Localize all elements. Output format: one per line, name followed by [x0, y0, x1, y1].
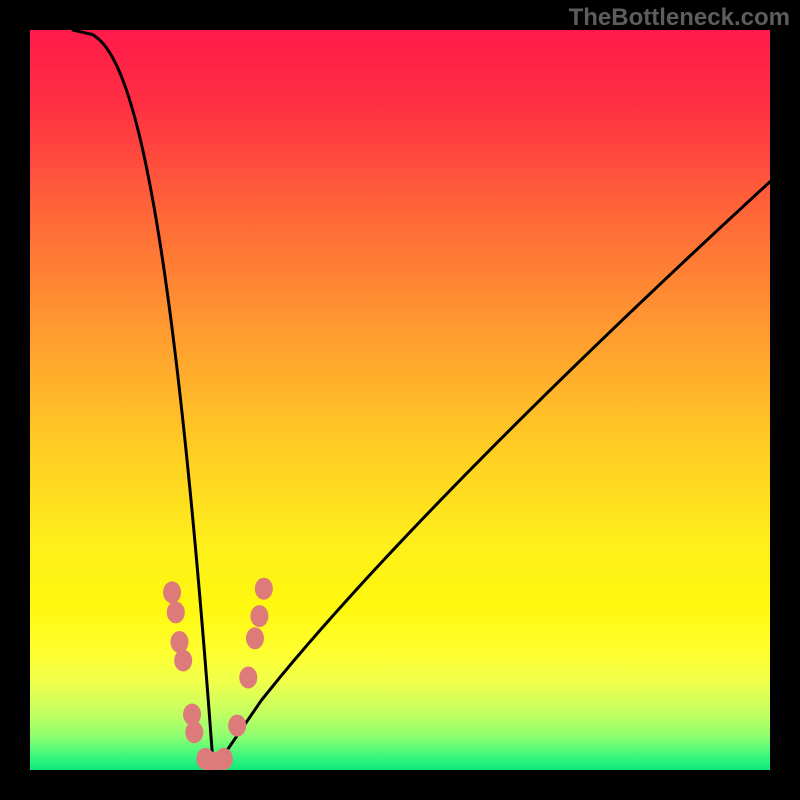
data-marker [228, 715, 246, 737]
data-marker [250, 605, 268, 627]
data-marker [163, 581, 181, 603]
data-marker [239, 667, 257, 689]
data-marker [246, 627, 264, 649]
gradient-svg [30, 30, 770, 770]
data-marker [255, 578, 273, 600]
chart-frame: TheBottleneck.com [0, 0, 800, 800]
data-marker [167, 601, 185, 623]
data-marker [170, 631, 188, 653]
data-marker [215, 748, 233, 770]
watermark-text: TheBottleneck.com [569, 4, 790, 32]
data-marker [174, 649, 192, 671]
data-marker [185, 721, 203, 743]
plot-area [30, 30, 770, 770]
